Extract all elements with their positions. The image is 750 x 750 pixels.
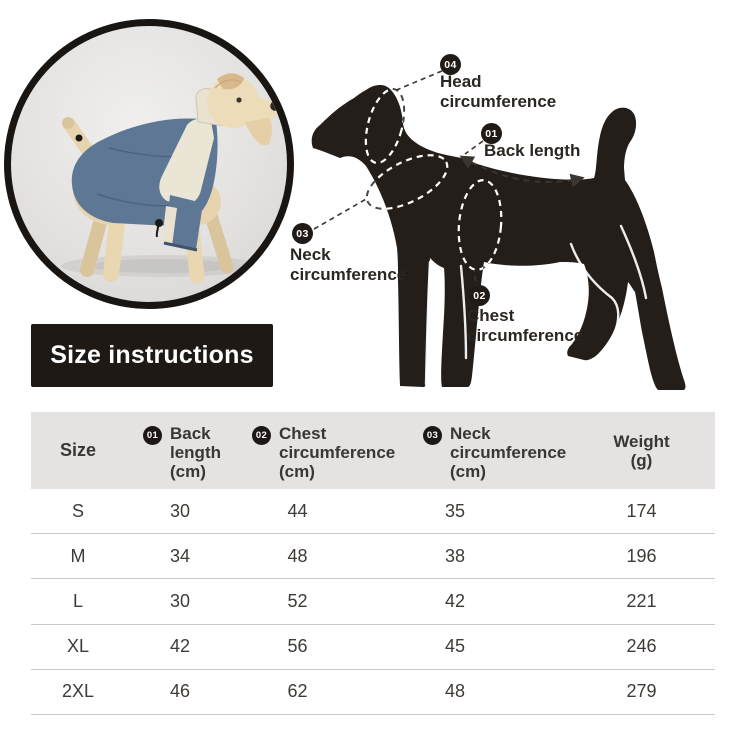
header-badge-03: 03 xyxy=(423,426,442,445)
badge-04-head: 04 xyxy=(440,54,461,75)
cell-chest: 52 xyxy=(287,590,308,611)
cell-back: 30 xyxy=(169,500,191,521)
cell-size: M xyxy=(70,545,86,566)
measurement-diagram xyxy=(280,40,740,410)
table-row-s: S 30 44 35 174 xyxy=(31,489,715,535)
dog-silhouette-svg xyxy=(311,70,686,390)
header-back-length: 01 Back length (cm) xyxy=(125,412,235,489)
cell-chest: 56 xyxy=(287,636,308,657)
size-table-header: Size 01 Back length (cm) 02 Chest circu xyxy=(31,412,715,489)
header-back-line2: length xyxy=(170,443,221,462)
header-neck-line2: circumference xyxy=(450,443,567,462)
leg-outline-highlights xyxy=(424,224,648,386)
table-row-m: M 34 48 38 196 xyxy=(31,534,715,580)
header-chest-circumference: 02 Chest circumference (cm) xyxy=(235,412,395,489)
header-weight-line1: Weight xyxy=(613,431,670,451)
table-row-2xl: 2XL 46 62 48 279 xyxy=(31,670,715,715)
cell-chest: 62 xyxy=(287,681,308,702)
header-back-line1: Back xyxy=(170,424,211,443)
cell-back: 30 xyxy=(169,590,191,611)
header-back-line3: (cm) xyxy=(170,462,206,481)
header-chest-line1: Chest xyxy=(279,424,327,443)
head-circumference-label: Head circumference xyxy=(440,72,556,112)
cell-weight: 221 xyxy=(626,590,657,611)
header-weight: Weight (g) xyxy=(559,412,724,489)
back-length-arrow xyxy=(459,155,585,188)
neck-circumference-label: Neck circumference xyxy=(290,245,406,285)
cell-weight: 246 xyxy=(626,636,657,657)
header-weight-line2: (g) xyxy=(630,450,653,470)
cell-neck: 42 xyxy=(444,590,466,611)
cell-back: 34 xyxy=(169,545,191,566)
header-badge-02: 02 xyxy=(252,426,271,445)
neck-label-line2: circumference xyxy=(290,265,407,284)
table-row-xl: XL 42 56 45 246 xyxy=(31,625,715,670)
cell-size: L xyxy=(72,590,83,611)
dog-photo-illustration xyxy=(61,73,280,284)
header-chest-line2: circumference xyxy=(279,443,396,462)
back-length-label: Back length xyxy=(484,141,581,160)
cell-chest: 44 xyxy=(287,500,308,521)
cell-weight: 174 xyxy=(626,500,657,521)
badge-03-neck: 03 xyxy=(292,223,313,244)
header-neck-circumference: 03 Neck circumference (cm) xyxy=(360,412,566,489)
header-size: Size xyxy=(59,440,97,460)
chest-circumference-label: Chest circumference xyxy=(467,306,583,346)
cell-weight: 279 xyxy=(626,681,657,702)
cell-chest: 48 xyxy=(287,545,308,566)
size-table: Size 01 Back length (cm) 02 Chest circu xyxy=(31,412,715,715)
cell-neck: 35 xyxy=(444,500,466,521)
header-badge-01: 01 xyxy=(143,426,162,445)
header-neck-line3: (cm) xyxy=(450,462,486,481)
head-label-line1: Head xyxy=(440,72,482,91)
cell-neck: 38 xyxy=(444,545,466,566)
badge-01-back: 01 xyxy=(481,123,502,144)
table-row-l: L 30 52 42 221 xyxy=(31,579,715,625)
chest-label-line2: circumference xyxy=(467,326,584,345)
chest-circumference-ellipse xyxy=(457,179,503,271)
cell-size: XL xyxy=(66,636,90,657)
cell-back: 46 xyxy=(169,681,191,702)
cell-neck: 45 xyxy=(444,636,466,657)
dog-photo-circle xyxy=(4,19,294,309)
cell-back: 42 xyxy=(169,636,191,657)
neck-label-line1: Neck xyxy=(290,245,331,264)
header-chest-line3: (cm) xyxy=(279,462,315,481)
size-instructions-banner: Size instructions xyxy=(31,324,273,387)
cell-neck: 48 xyxy=(444,681,466,702)
cell-weight: 196 xyxy=(626,545,657,566)
chest-label-line1: Chest xyxy=(467,306,515,325)
cell-size: 2XL xyxy=(61,681,95,702)
badge-02-chest: 02 xyxy=(469,285,490,306)
cell-size: S xyxy=(71,500,84,521)
head-label-line2: circumference xyxy=(440,92,557,111)
header-neck-line1: Neck xyxy=(450,424,491,443)
